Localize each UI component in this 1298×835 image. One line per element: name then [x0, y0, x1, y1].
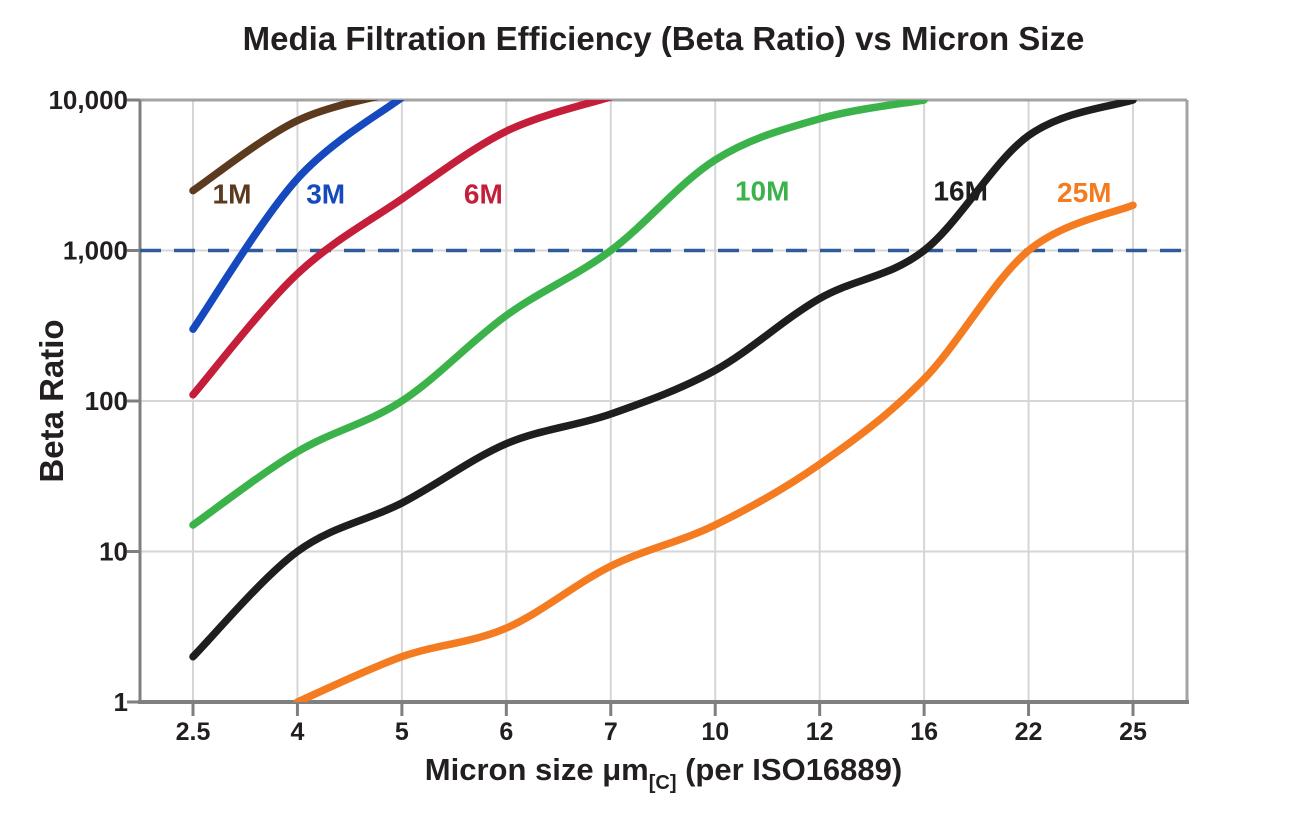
- y-tick-label: 10: [99, 537, 128, 567]
- y-tick-label: 10,000: [48, 85, 128, 115]
- series-curve-25M: [293, 201, 1137, 702]
- x-axis-title-main: Micron size μm: [424, 752, 649, 787]
- x-tick-label: 5: [395, 718, 409, 746]
- chart-title: Media Filtration Efficiency (Beta Ratio)…: [242, 20, 1085, 57]
- x-axis-title-rest: (per ISO16889): [676, 752, 903, 787]
- x-tick-label: 25: [1119, 718, 1147, 746]
- y-tick-label: 1,000: [63, 236, 128, 266]
- x-axis-title-subscript: [C]: [648, 772, 677, 794]
- series-curve-16M: [189, 100, 1137, 661]
- x-tick-label: 2.5: [176, 718, 211, 746]
- series-label-3M: 3M: [306, 178, 345, 209]
- x-tick-label: 12: [806, 718, 834, 746]
- x-tick-label: 6: [499, 718, 513, 746]
- x-tick-label: 10: [701, 718, 729, 746]
- x-tick-label: 4: [290, 718, 304, 746]
- series-curve-10M: [189, 100, 928, 529]
- series-label-16M: 16M: [933, 176, 987, 207]
- series-label-6M: 6M: [464, 178, 503, 209]
- y-tick-label: 1: [114, 687, 128, 717]
- x-tick-label: 7: [604, 718, 618, 746]
- series-label-1M: 1M: [213, 178, 252, 209]
- x-axis-title: Micron size μm[C] (per ISO16889): [140, 752, 1187, 794]
- series-curve-1M: [189, 100, 379, 195]
- x-tick-label: 22: [1015, 718, 1043, 746]
- series-curve-6M: [189, 100, 613, 399]
- series-curve-3M: [189, 100, 405, 333]
- series-label-10M: 10M: [735, 176, 789, 207]
- x-tick-label: 16: [910, 718, 938, 746]
- y-tick-label: 100: [85, 386, 128, 416]
- series-label-25M: 25M: [1057, 177, 1111, 208]
